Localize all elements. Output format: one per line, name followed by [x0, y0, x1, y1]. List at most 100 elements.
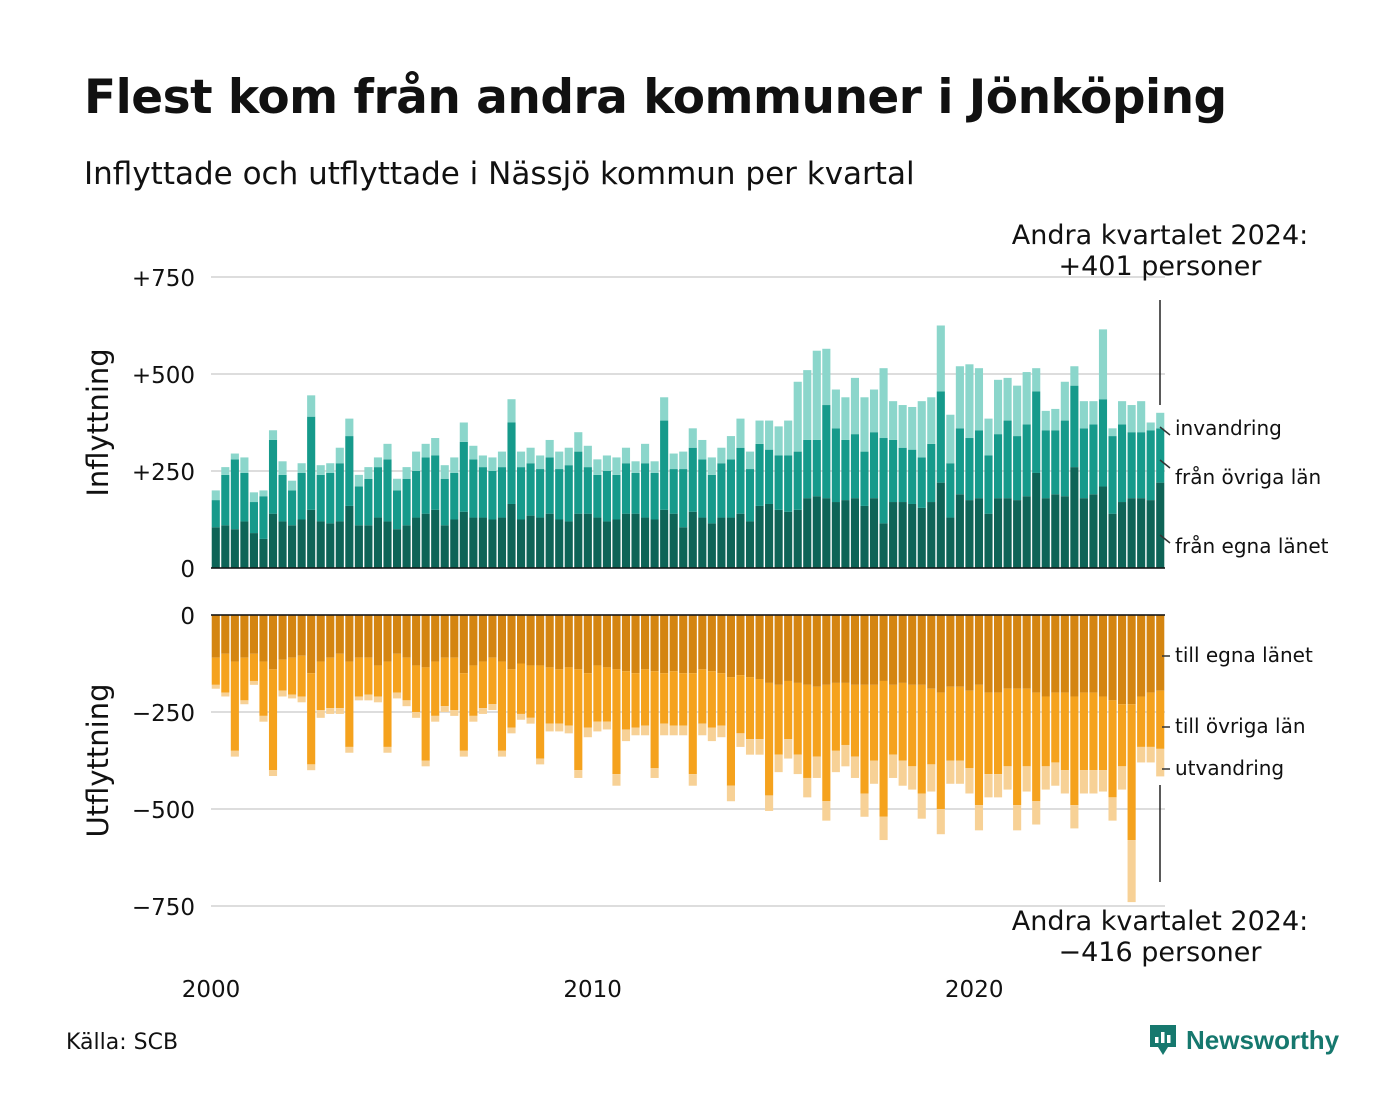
- bar-från-övriga-län: [688, 447, 697, 512]
- bar-från-övriga-län: [745, 469, 755, 522]
- bar-till-egna-länet: [593, 615, 602, 666]
- bar-till-övriga-län: [354, 657, 363, 697]
- bar-från-övriga-län: [946, 463, 955, 518]
- bar-invandring: [1032, 368, 1041, 392]
- bar-till-egna-länet: [717, 615, 726, 674]
- bar-från-egna-länet: [440, 525, 449, 568]
- bar-från-egna-länet: [249, 533, 258, 568]
- bar-till-övriga-län: [392, 653, 402, 693]
- bar-till-egna-länet: [974, 615, 984, 685]
- bar-till-egna-länet: [1156, 615, 1165, 691]
- bar-invandring: [278, 461, 287, 475]
- bar-från-övriga-län: [1118, 424, 1127, 503]
- bar-till-övriga-län: [965, 690, 974, 769]
- bar-till-övriga-län: [316, 661, 325, 711]
- bar-från-övriga-län: [860, 451, 869, 506]
- bar-invandring: [345, 418, 354, 437]
- bar-utvandring: [898, 760, 907, 786]
- bar-från-egna-länet: [908, 503, 917, 568]
- bar-från-egna-länet: [1146, 500, 1155, 568]
- bar-till-övriga-län: [1108, 700, 1117, 798]
- legend-label: till övriga län: [1175, 714, 1306, 738]
- bar-invandring: [755, 420, 764, 444]
- bar-från-egna-länet: [564, 521, 573, 568]
- bar-till-övriga-län: [335, 653, 344, 709]
- bar-utvandring: [431, 715, 440, 722]
- bar-till-egna-länet: [488, 615, 497, 658]
- bar-invandring: [726, 436, 735, 460]
- bar-till-egna-länet: [221, 615, 230, 654]
- bar-utvandring: [574, 770, 583, 778]
- bar-till-övriga-län: [326, 657, 335, 709]
- bar-från-övriga-län: [917, 457, 926, 508]
- bar-till-övriga-län: [726, 677, 735, 786]
- bar-till-övriga-län: [507, 669, 516, 728]
- bar-till-egna-länet: [545, 615, 554, 668]
- bar-till-övriga-län: [927, 688, 936, 765]
- bar-från-övriga-län: [793, 451, 802, 510]
- bar-från-egna-länet: [765, 503, 774, 568]
- bar-invandring: [898, 405, 907, 448]
- bar-invandring: [879, 368, 888, 439]
- bar-från-övriga-län: [726, 459, 735, 518]
- bar-till-egna-länet: [1070, 615, 1079, 697]
- bar-invandring: [364, 467, 373, 479]
- bar-till-övriga-län: [402, 657, 411, 701]
- bar-utvandring: [412, 712, 421, 718]
- bar-utvandring: [1118, 766, 1127, 790]
- bar-från-övriga-län: [994, 434, 1003, 499]
- bar-till-egna-länet: [812, 615, 821, 687]
- bar-utvandring: [354, 696, 363, 701]
- bar-till-egna-länet: [927, 615, 936, 689]
- bar-från-övriga-län: [392, 490, 402, 530]
- bar-från-övriga-län: [249, 502, 258, 534]
- bar-invandring: [994, 379, 1003, 435]
- bar-invandring: [555, 451, 564, 470]
- bar-invandring: [412, 451, 421, 471]
- bar-från-övriga-län: [288, 490, 297, 526]
- bar-till-övriga-län: [908, 684, 917, 767]
- bar-från-övriga-län: [1060, 420, 1069, 497]
- bar-från-övriga-län: [707, 474, 716, 524]
- bar-från-övriga-län: [459, 441, 468, 512]
- bar-utvandring: [650, 768, 659, 778]
- bar-invandring: [1051, 408, 1060, 431]
- bar-till-övriga-län: [602, 667, 611, 722]
- bar-invandring: [1108, 428, 1117, 437]
- bar-utvandring: [822, 801, 831, 821]
- bar-till-egna-länet: [526, 615, 535, 666]
- bar-från-övriga-län: [221, 474, 230, 526]
- bar-till-övriga-län: [488, 657, 497, 705]
- bar-invandring: [392, 478, 402, 491]
- bar-till-egna-länet: [469, 615, 478, 666]
- bar-invandring: [431, 438, 440, 456]
- bar-från-egna-länet: [574, 513, 583, 568]
- bar-utvandring: [1003, 766, 1012, 790]
- bar-till-egna-länet: [660, 615, 669, 674]
- bar-från-övriga-län: [984, 455, 993, 514]
- bar-till-egna-länet: [497, 615, 507, 662]
- bar-utvandring: [240, 700, 249, 705]
- bar-från-övriga-län: [612, 474, 621, 520]
- bar-från-övriga-län: [583, 467, 592, 514]
- bar-till-egna-länet: [707, 615, 716, 672]
- bar-till-övriga-län: [240, 657, 249, 701]
- bar-till-övriga-län: [249, 653, 258, 681]
- bar-från-egna-länet: [955, 494, 964, 568]
- bar-till-egna-länet: [392, 615, 402, 654]
- bar-till-egna-länet: [841, 615, 850, 683]
- bar-utvandring: [536, 758, 545, 765]
- bar-till-egna-länet: [850, 615, 860, 685]
- bar-invandring: [488, 457, 497, 471]
- bar-till-egna-länet: [1013, 615, 1022, 689]
- bar-utvandring: [1013, 805, 1022, 831]
- bar-utvandring: [1079, 770, 1088, 794]
- bar-från-övriga-län: [278, 474, 287, 522]
- bar-till-egna-länet: [211, 615, 220, 658]
- bar-från-övriga-län: [631, 472, 640, 514]
- bar-till-egna-länet: [745, 615, 755, 678]
- bar-till-övriga-län: [383, 661, 392, 747]
- annotation-text: Andra kvartalet 2024:: [1012, 220, 1308, 251]
- bar-invandring: [841, 397, 850, 440]
- bar-utvandring: [364, 694, 373, 701]
